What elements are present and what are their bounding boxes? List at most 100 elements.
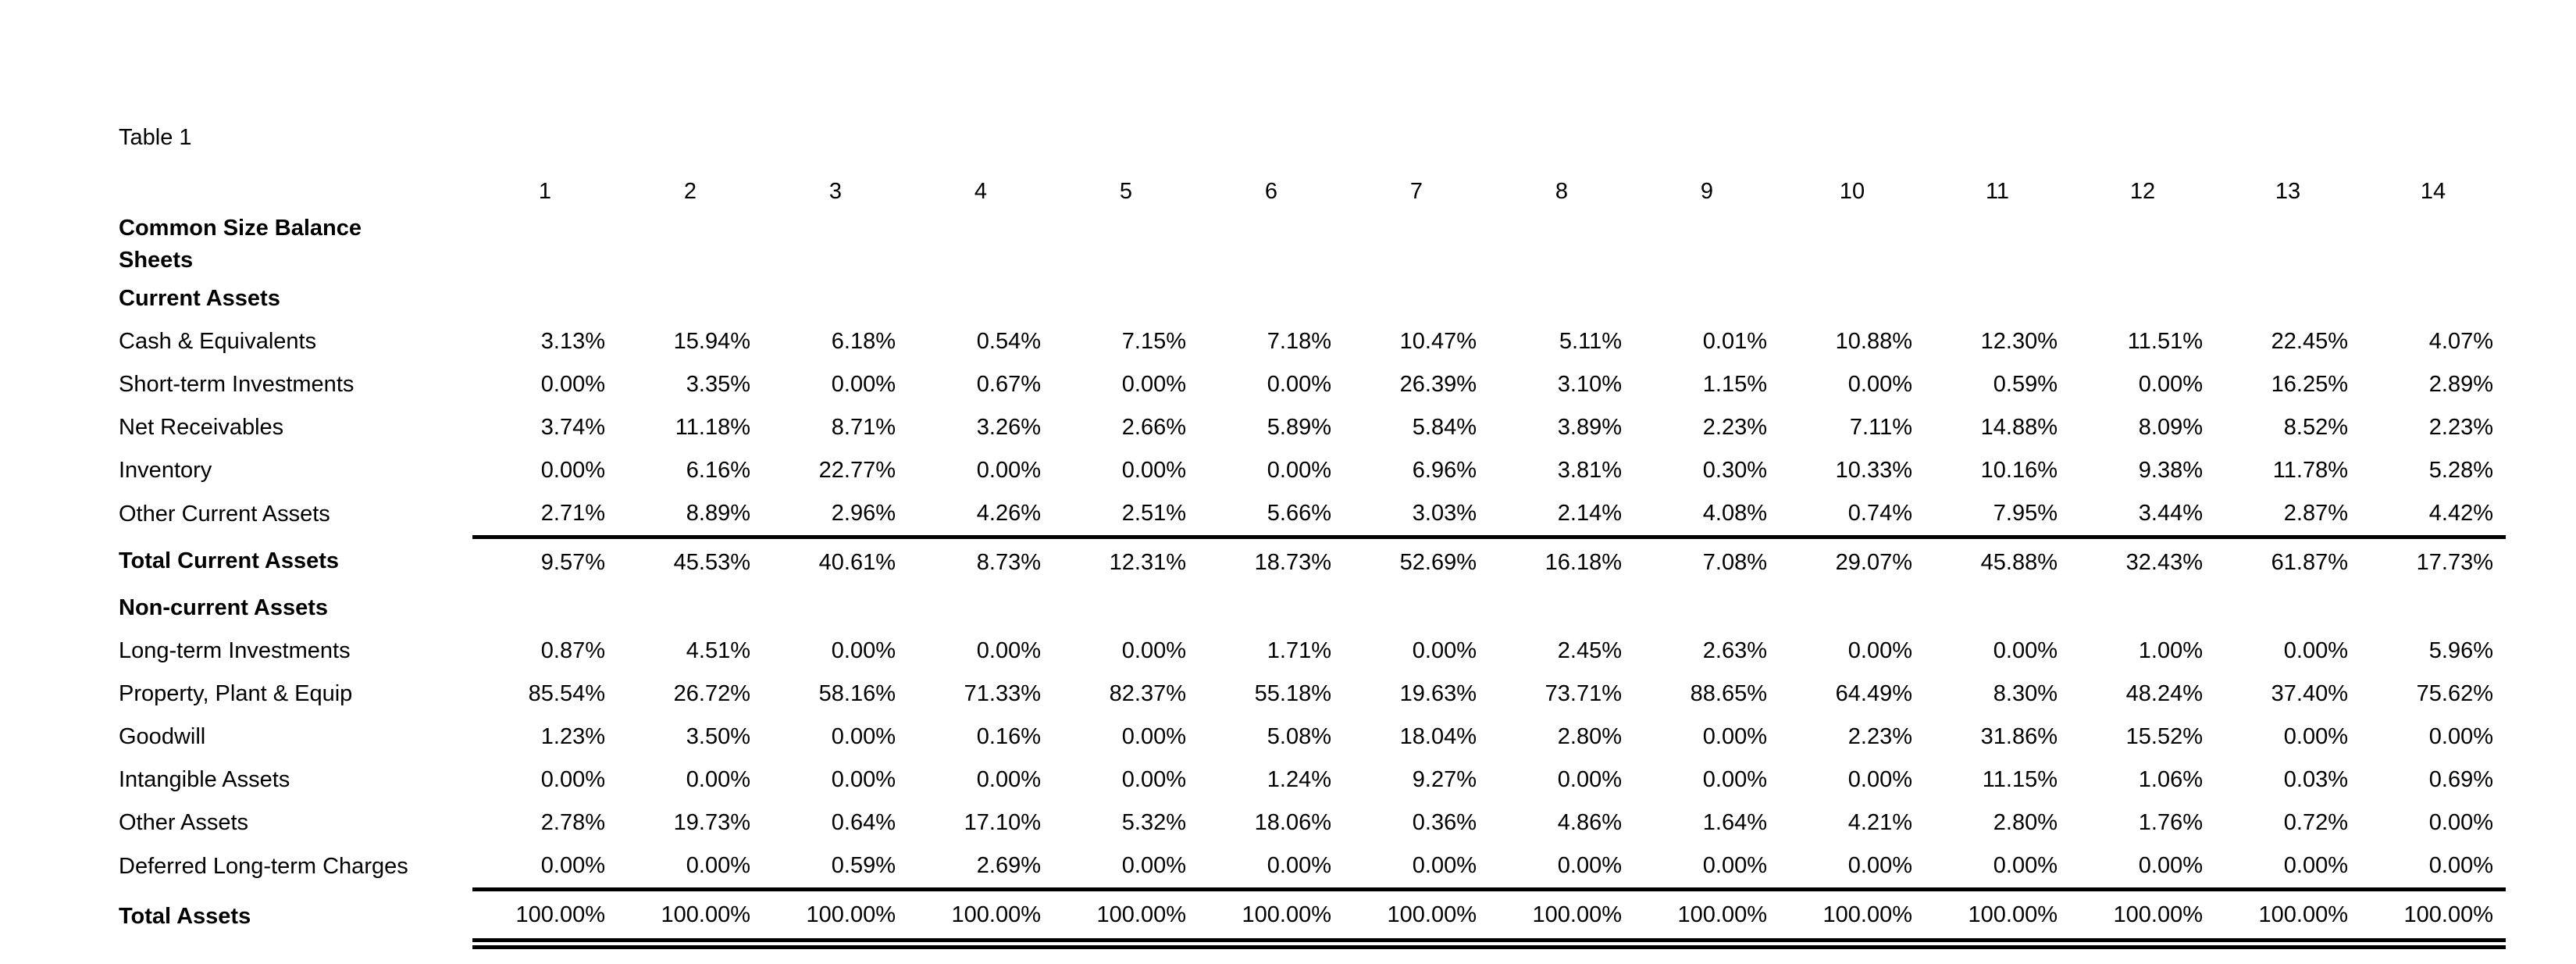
cell-value: 2.69% — [976, 853, 1041, 878]
cell-value: 0.00% — [831, 372, 896, 397]
cell-value: 2.66% — [1121, 415, 1186, 440]
empty-cell — [1199, 208, 1344, 277]
empty-cell — [472, 277, 618, 320]
cell-value: 2.78% — [540, 810, 605, 835]
table-body: Common Size Balance Sheets Current Assets… — [117, 208, 2506, 949]
empty-cell — [1925, 586, 2070, 630]
cell-value: 0.00% — [1121, 853, 1186, 878]
column-header: 14 — [2420, 179, 2446, 204]
cell-value: 4.07% — [2428, 329, 2493, 354]
cell-value: 2.14% — [1557, 501, 1622, 526]
cell-value: 3.03% — [1412, 501, 1477, 526]
cell-value: 0.59% — [831, 853, 896, 878]
empty-cell — [908, 586, 1053, 630]
cell-value: 12.30% — [1980, 329, 2058, 354]
cell-value: 5.28% — [2428, 458, 2493, 483]
cell-value: 1.15% — [1702, 372, 1767, 397]
cell-value: 7.18% — [1267, 329, 1331, 354]
empty-cell — [1489, 208, 1634, 277]
cell-value: 0.00% — [1847, 767, 1912, 792]
cell-value: 48.24% — [2125, 681, 2203, 706]
cell-value: 0.00% — [1412, 853, 1477, 878]
table-header: 1 2 3 4 5 6 7 8 9 10 11 12 13 14 — [117, 167, 2506, 208]
cell-value: 4.08% — [1702, 501, 1767, 526]
cell-value: 17.10% — [964, 810, 1041, 835]
column-header: 13 — [2275, 179, 2301, 204]
cell-value: 58.16% — [818, 681, 896, 706]
empty-cell — [1780, 277, 1925, 320]
cell-value: 73.71% — [1545, 681, 1622, 706]
data-row: Inventory 0.00% 6.16% 22.77% 0.00% 0.00% 0.00%… — [117, 449, 2506, 492]
data-row: Other Assets 2.78% 19.73% 0.64% 17.10% 5.32% 1… — [117, 802, 2506, 844]
empty-cell — [1780, 586, 1925, 630]
empty-cell — [2215, 208, 2360, 277]
cell-value: 10.33% — [1835, 458, 1912, 483]
empty-cell — [1344, 586, 1489, 630]
cell-value: 2.45% — [1557, 638, 1622, 663]
cell-value: 26.39% — [1399, 372, 1477, 397]
row-label: Intangible Assets — [119, 767, 290, 792]
cell-value: 4.21% — [1847, 810, 1912, 835]
cell-value: 0.00% — [831, 724, 896, 749]
cell-value: 0.00% — [976, 458, 1041, 483]
cell-value: 0.00% — [1121, 767, 1186, 792]
empty-cell — [618, 586, 763, 630]
row-label: Current Assets — [119, 285, 280, 311]
empty-cell — [1634, 586, 1780, 630]
cell-value: 0.01% — [1702, 329, 1767, 354]
column-header: 3 — [828, 179, 843, 204]
cell-value: 0.00% — [1993, 638, 2058, 663]
cell-value: 11.15% — [1982, 767, 2058, 792]
cell-value: 55.18% — [1254, 681, 1331, 706]
cell-value: 2.96% — [831, 501, 896, 526]
cell-value: 0.00% — [1121, 372, 1186, 397]
column-header: 12 — [2129, 179, 2156, 204]
cell-value: 0.00% — [831, 638, 896, 663]
column-header: 6 — [1264, 179, 1278, 204]
cell-value: 100.00% — [472, 887, 618, 949]
column-header: 2 — [683, 179, 697, 204]
data-row: Other Current Assets 2.71% 8.89% 2.96% 4.26%… — [117, 492, 2506, 537]
cell-value: 7.95% — [1993, 501, 2058, 526]
cell-value: 0.00% — [540, 853, 605, 878]
cell-value: 0.16% — [976, 724, 1041, 749]
data-row: Long-term Investments 0.87% 4.51% 0.00% 0.00… — [117, 630, 2506, 673]
cell-value: 19.63% — [1399, 681, 1477, 706]
empty-cell — [763, 208, 908, 277]
column-header: 11 — [1985, 179, 2010, 204]
cell-value: 0.00% — [1847, 638, 1912, 663]
cell-value: 0.00% — [1267, 372, 1331, 397]
cell-value: 100.00% — [1053, 887, 1199, 949]
cell-value: 11.18% — [675, 415, 750, 440]
cell-value: 5.66% — [1267, 501, 1331, 526]
header-label-spacer — [117, 167, 472, 208]
cell-value: 9.27% — [1412, 767, 1477, 792]
cell-value: 2.87% — [2283, 501, 2348, 526]
cell-value: 11.51% — [2127, 329, 2203, 354]
cell-value: 0.69% — [2428, 767, 2493, 792]
cell-value: 100.00% — [1199, 887, 1344, 949]
total-row: Total Current Assets 9.57% 45.53% 40.61% 8.7… — [117, 535, 2506, 586]
cell-value: 0.72% — [2283, 810, 2348, 835]
cell-value: 71.33% — [964, 681, 1041, 706]
cell-value: 1.24% — [1267, 767, 1331, 792]
row-label: Short-term Investments — [119, 372, 355, 397]
cell-value: 75.62% — [2416, 681, 2493, 706]
empty-cell — [1780, 208, 1925, 277]
cell-value: 0.00% — [2138, 372, 2203, 397]
cell-value: 100.00% — [1925, 887, 2070, 949]
cell-value: 9.57% — [472, 535, 618, 586]
cell-value: 45.53% — [618, 535, 763, 586]
cell-value: 0.00% — [1847, 372, 1912, 397]
cell-value: 2.89% — [2428, 372, 2493, 397]
cell-value: 100.00% — [908, 887, 1053, 949]
cell-value: 6.16% — [686, 458, 750, 483]
cell-value: 26.72% — [673, 681, 750, 706]
cell-value: 0.00% — [1412, 638, 1477, 663]
empty-cell — [1634, 208, 1780, 277]
empty-cell — [1634, 277, 1780, 320]
cell-value: 82.37% — [1109, 681, 1186, 706]
row-label: Common Size Balance Sheets — [117, 208, 472, 277]
row-label: Total Assets — [119, 903, 251, 929]
column-header: 5 — [1119, 179, 1133, 204]
